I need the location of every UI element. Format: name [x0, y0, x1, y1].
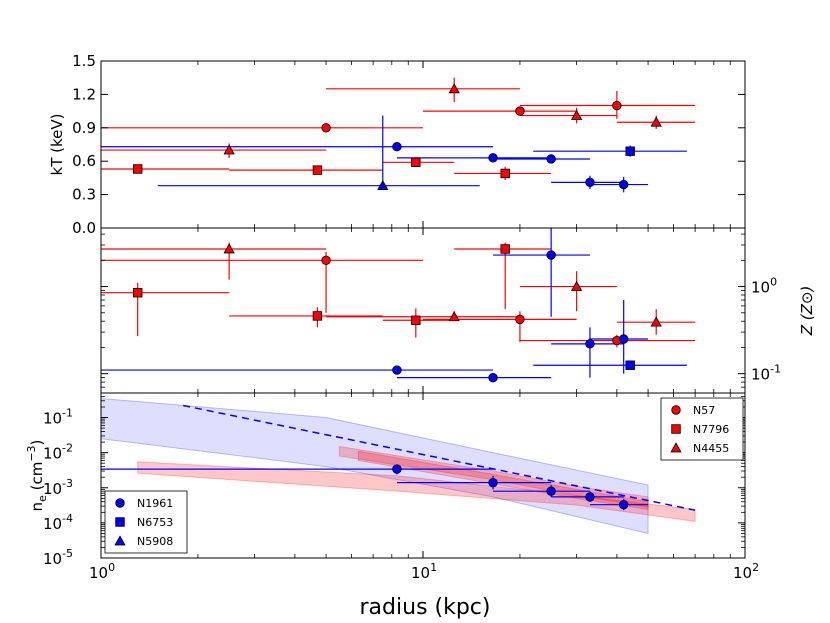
ytick-label-kT-5: 1.5: [72, 52, 96, 70]
ytick-label-kT-1: 0.3: [72, 186, 96, 204]
ytick-label-kT-2: 0.6: [72, 152, 96, 170]
point-Z-N7796-0: [132, 288, 143, 298]
legend-marker-N5908: [114, 535, 126, 546]
y-axis-title-Z: Z (Z⊙): [798, 286, 816, 337]
legend-bottom-left: N1961 N6753 N5908: [104, 490, 188, 554]
point-kT-N1961-2: [546, 154, 556, 164]
point-Z-N1961-2: [546, 250, 556, 260]
legend-label-N1961: N1961: [137, 497, 173, 510]
point-Z-N1961-1: [488, 372, 498, 383]
point-kT-N4455-1: [448, 83, 460, 94]
point-Z-N4455-2: [571, 280, 583, 291]
y-axis-title-kT: kT (keV): [48, 114, 66, 176]
ytick-label-ne-1: 10-2: [43, 442, 73, 463]
legends: N57 N7796 N4455 N1961 N6753 N5908: [104, 397, 744, 554]
profile-bands: [101, 397, 696, 535]
point-kT-N4455-3: [650, 116, 662, 127]
ytick-label-ne-0: 10-1: [43, 407, 73, 428]
point-ne-N1961-1: [488, 477, 498, 488]
band-n57-profile: [338, 445, 649, 508]
legend-label-N6753: N6753: [137, 516, 173, 529]
point-Z-N1961-3: [585, 339, 595, 349]
legend-label-N57: N57: [693, 404, 715, 417]
data-markers: [132, 83, 662, 510]
dashed-model-line: [183, 404, 696, 511]
legend-marker-N6753: [115, 517, 125, 527]
legend-label-N5908: N5908: [137, 535, 173, 548]
legend-marker-N57: [671, 405, 681, 415]
point-ne-N1961-4: [618, 499, 629, 510]
point-ne-N1961-2: [546, 486, 556, 496]
point-Z-N4455-1: [448, 310, 460, 322]
point-kT-N4455-2: [571, 109, 583, 120]
ytick-label-kT-4: 1.2: [72, 85, 96, 103]
point-Z-N6753-0: [625, 360, 635, 370]
point-kT-N4455-0: [223, 144, 235, 155]
point-kT-N57-1: [515, 106, 525, 116]
legend-label-N4455: N4455: [693, 442, 729, 455]
legend-top-right: N57 N7796 N4455: [660, 397, 744, 461]
point-kT-N1961-0: [392, 142, 402, 152]
ytick-label-ne-3: 10-4: [43, 512, 73, 533]
point-kT-N57-2: [612, 100, 622, 111]
point-kT-N1961-4: [618, 179, 629, 190]
panel-frame-Z: [100, 227, 746, 394]
point-Z-N1961-0: [392, 365, 402, 375]
point-Z-N57-1: [515, 314, 525, 325]
point-kT-N7796-2: [411, 157, 421, 168]
point-Z-N1961-4: [618, 334, 629, 344]
point-Z-N4455-0: [223, 243, 235, 254]
legend-marker-N1961: [115, 498, 125, 508]
ytick-label-Z-1: 10-1: [751, 363, 781, 384]
point-kT-N7796-3: [500, 168, 510, 179]
legend-label-N7796: N7796: [693, 423, 729, 436]
legend-marker-N4455: [670, 442, 682, 453]
point-kT-N5908-0: [377, 179, 389, 191]
x-axis-title: radius (kpc): [360, 595, 491, 620]
band-n1961-profile: [101, 397, 649, 535]
band-n4455-profile: [357, 450, 649, 511]
xtick-label-2: 102: [733, 561, 759, 582]
axes: 0.0 0.3 0.6 0.9 1.2 1.5 kT (keV) 100 10-1 Z (Z⊙) 1…: [25, 52, 816, 582]
point-Z-N7796-1: [312, 311, 323, 321]
point-kT-N57-0: [321, 123, 331, 133]
panel-frame-kT: [100, 60, 746, 229]
ytick-label-kT-3: 0.9: [72, 119, 96, 137]
point-ne-N1961-0: [392, 464, 402, 474]
y-axis-title-ne: ne (cm−3): [25, 440, 49, 512]
point-Z-N7796-3: [500, 244, 510, 254]
legend-marker-N7796: [671, 424, 681, 434]
point-kT-N7796-1: [312, 165, 323, 175]
point-kT-N6753-0: [625, 146, 635, 156]
ytick-label-ne-4: 10-5: [43, 547, 73, 568]
point-kT-N1961-1: [488, 153, 498, 163]
point-Z-N57-0: [321, 255, 331, 266]
point-kT-N1961-3: [585, 177, 595, 188]
point-Z-N7796-2: [411, 315, 421, 325]
xtick-label-1: 101: [411, 561, 437, 582]
ytick-label-Z-0: 100: [751, 276, 777, 297]
point-kT-N7796-0: [132, 164, 143, 174]
ytick-label-kT-0: 0.0: [72, 219, 96, 237]
point-Z-N4455-3: [650, 316, 662, 327]
point-ne-N1961-3: [585, 492, 595, 502]
xtick-label-0: 100: [89, 561, 115, 582]
ytick-label-ne-2: 10-3: [43, 477, 73, 498]
